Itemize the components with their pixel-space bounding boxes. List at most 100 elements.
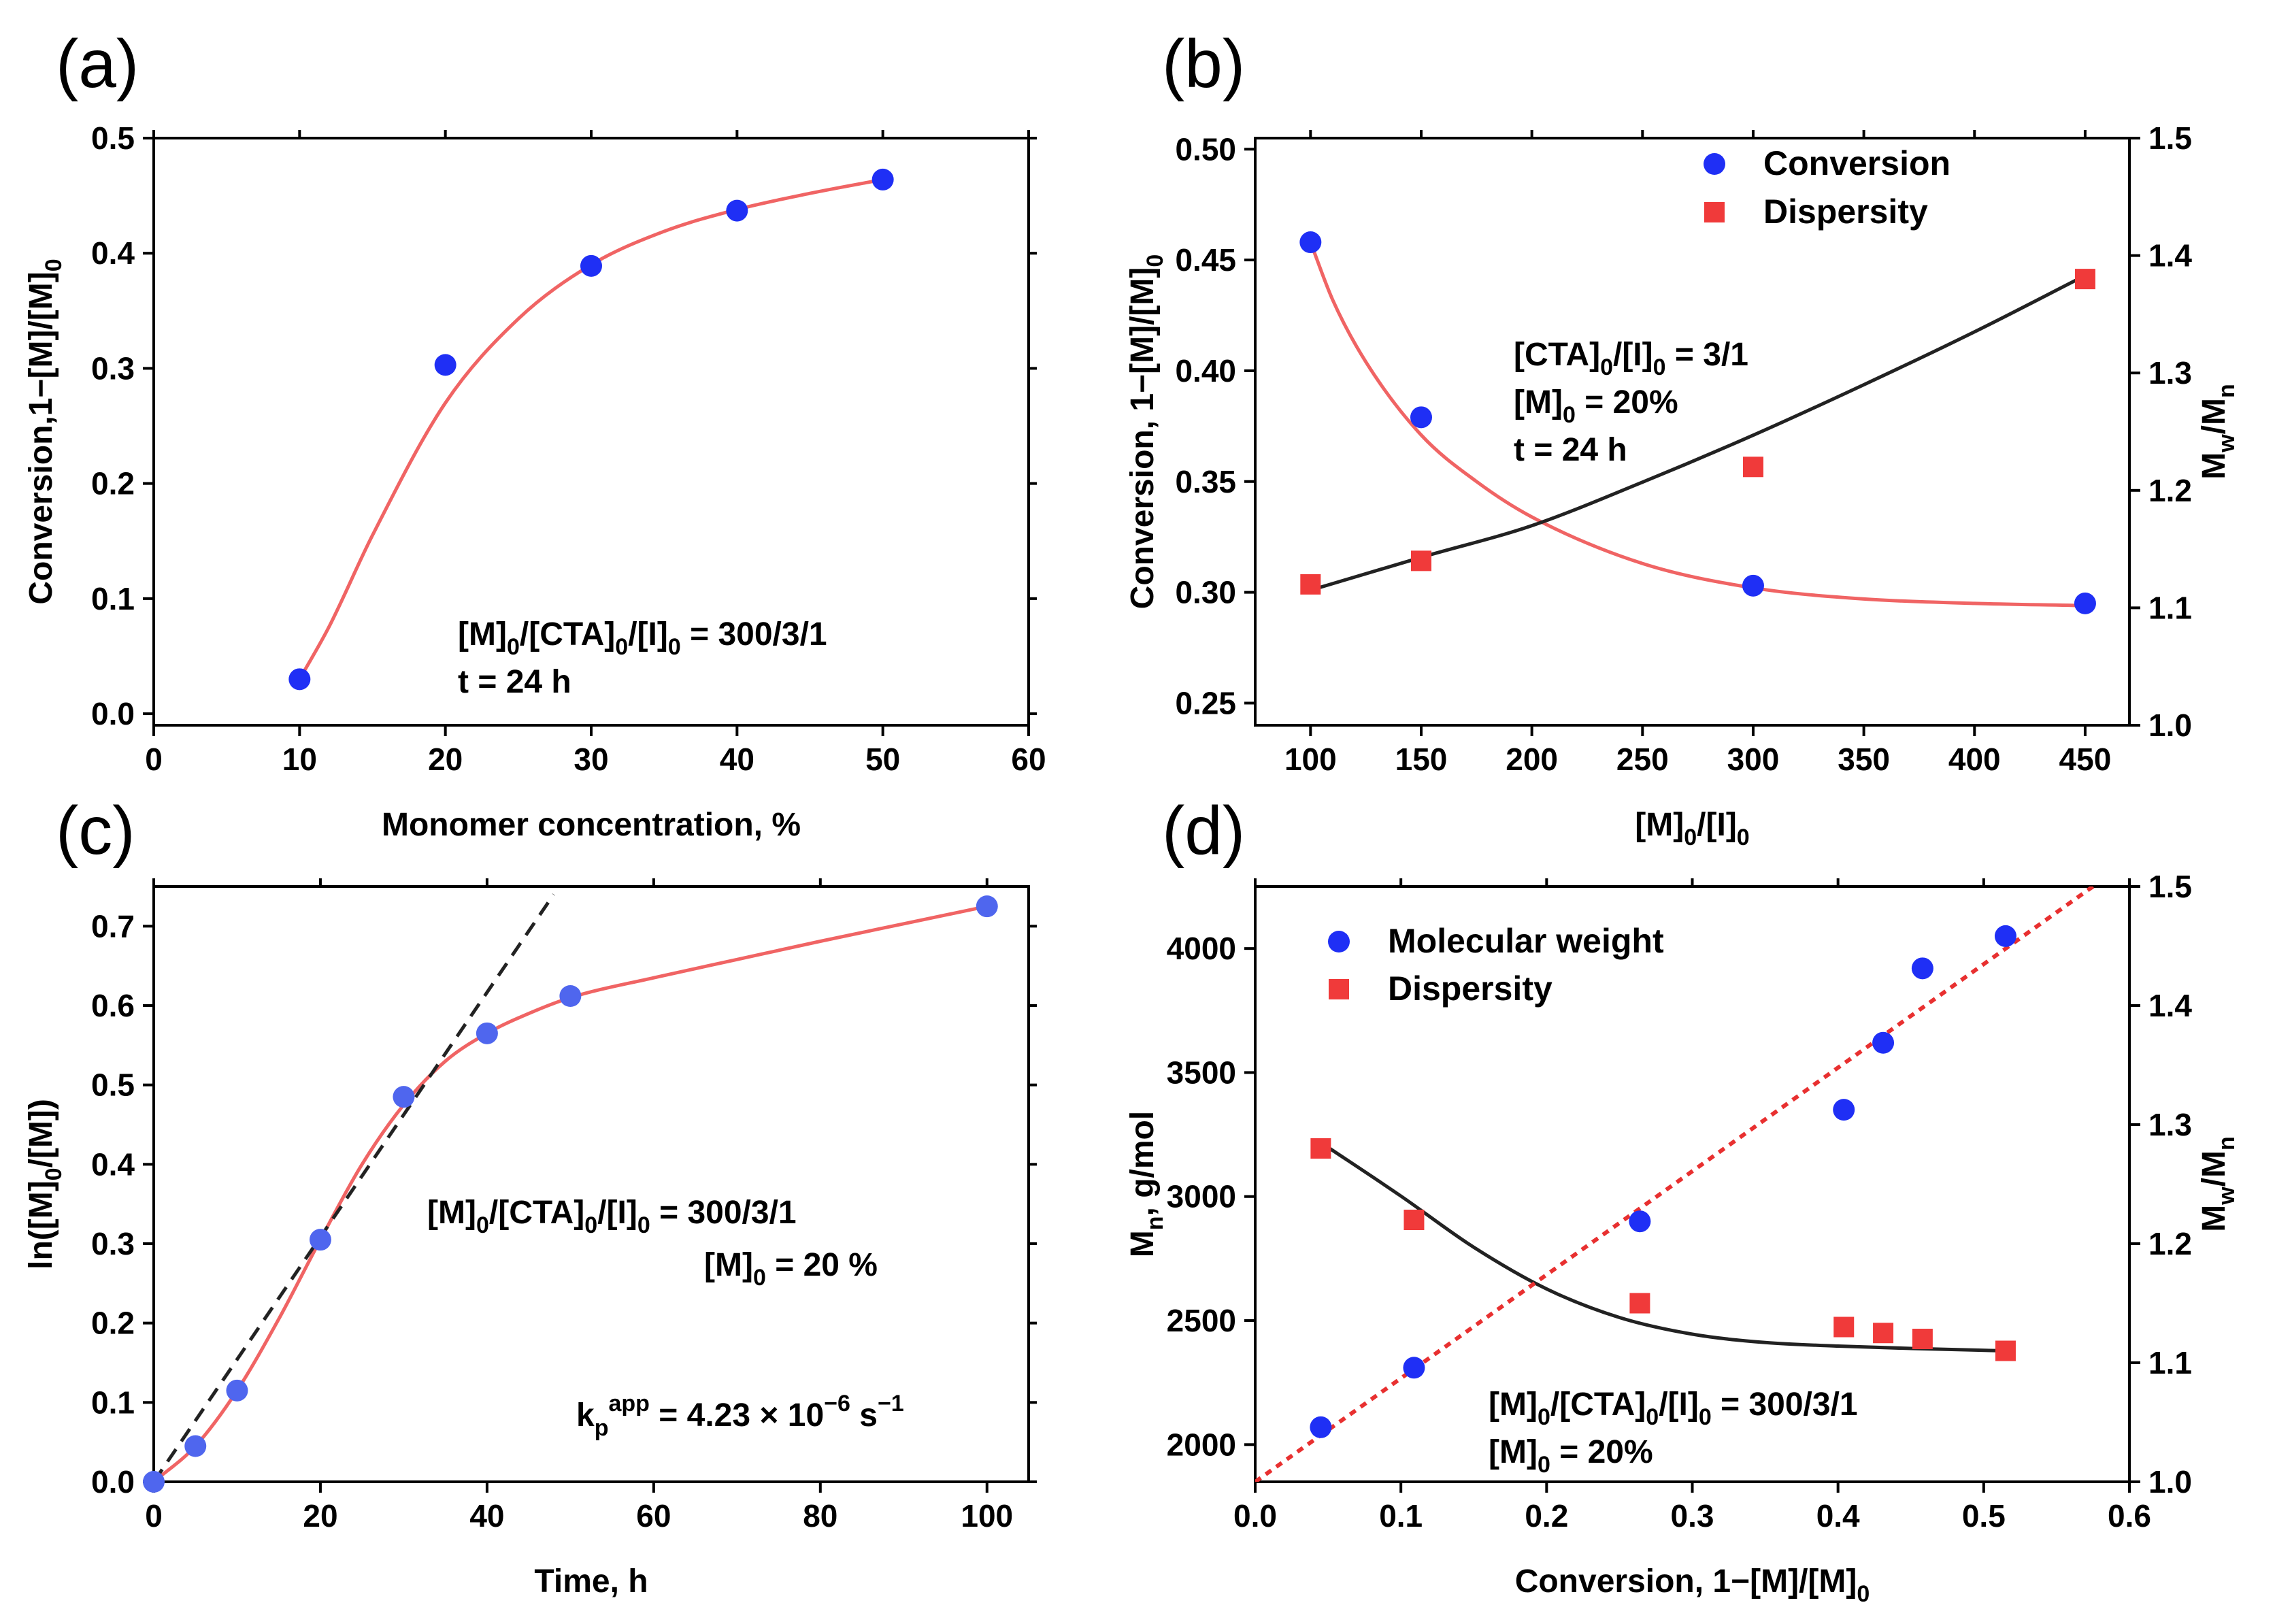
panel-d-fit-line-0 bbox=[1319, 1141, 2006, 1353]
panel-d-annotation-1: [M]0 = 20% bbox=[1489, 1434, 1653, 1478]
panel-c-annotation-0: [M]0/[CTA]0/[I]0 = 300/3/1 bbox=[427, 1195, 797, 1238]
panel-b-point-dispersity bbox=[1300, 574, 1321, 595]
panel-b-point-conversion bbox=[1742, 574, 1764, 597]
panel-a-fit-line-0 bbox=[298, 178, 884, 680]
panel-c-plot-frame bbox=[152, 885, 1030, 1483]
panel-c-y-axis-label: ln([M]0/[M]) bbox=[23, 1099, 67, 1270]
panel-b-ytick-label: 0.25 bbox=[1175, 685, 1236, 720]
panel-d-series-layer bbox=[1255, 886, 2095, 1482]
panel-b-plot-frame bbox=[1254, 137, 2131, 727]
panel-c-label: (c) bbox=[56, 793, 135, 869]
panel-b-legend-marker-1 bbox=[1704, 202, 1725, 222]
panel-a-point-conversion bbox=[434, 354, 456, 376]
panel-d-xtick-label: 0.5 bbox=[1962, 1498, 2006, 1534]
panel-b-ytick-label: 0.35 bbox=[1175, 464, 1236, 499]
panel-b-ytick-label: 0.45 bbox=[1175, 242, 1236, 278]
panel-c-ytick-label: 0.7 bbox=[91, 908, 135, 944]
panel-d-y2tick-label: 1.5 bbox=[2148, 869, 2192, 904]
panel-d-point-dispersity bbox=[1995, 1340, 2016, 1361]
panel-b-annotation-1: [M]0 = 20% bbox=[1514, 384, 1678, 428]
panel-d-legend-label-0: Molecular weight bbox=[1388, 922, 1664, 960]
panel-c-annotation-1: [M]0 = 20 % bbox=[704, 1247, 878, 1291]
panel-a-series-layer bbox=[298, 178, 884, 680]
panel-b-y2tick-label: 1.4 bbox=[2148, 238, 2192, 274]
panel-b-xtick-label: 250 bbox=[1616, 742, 1669, 777]
panel-d-point-molecular-weight bbox=[1872, 1031, 1895, 1054]
panel-d-xtick-label: 0.0 bbox=[1233, 1498, 1277, 1534]
panel-b-y2tick-label: 1.1 bbox=[2148, 590, 2192, 625]
panel-b-ytick-label: 0.40 bbox=[1175, 353, 1236, 388]
panel-c-xtick-label: 60 bbox=[636, 1498, 671, 1534]
panel-b-legend-label-1: Dispersity bbox=[1763, 193, 1928, 231]
panel-a-annotation-0: [M]0/[CTA]0/[I]0 = 300/3/1 bbox=[458, 616, 827, 660]
panel-c-xtick-label: 40 bbox=[469, 1498, 504, 1534]
panel-c-ytick-label: 0.4 bbox=[91, 1146, 135, 1182]
panel-d-point-dispersity bbox=[1912, 1329, 1933, 1349]
panel-c-ytick-label: 0.0 bbox=[91, 1464, 135, 1499]
panel-c-xtick-label: 20 bbox=[303, 1498, 337, 1534]
panel-c-point-ln-m-0-m- bbox=[559, 985, 582, 1007]
panel-d-legend-marker-1 bbox=[1329, 979, 1349, 999]
panel-a-point-conversion bbox=[288, 668, 311, 691]
panel-a-ytick-label: 0.4 bbox=[91, 235, 135, 271]
panel-a-ytick-label: 0.5 bbox=[91, 120, 135, 156]
panel-d-label: (d) bbox=[1162, 793, 1245, 869]
panel-b-point-conversion bbox=[1410, 406, 1432, 429]
panel-c-xtick-label: 0 bbox=[145, 1498, 163, 1534]
panel-a-y-axis-label-group: Conversion,1−[M]/[M]0 bbox=[23, 259, 67, 604]
panel-b-xtick-label: 350 bbox=[1838, 742, 1890, 777]
panel-c-y-axis-label-group: ln([M]0/[M]) bbox=[23, 1099, 67, 1270]
panel-b-xtick-label: 200 bbox=[1506, 742, 1558, 777]
panel-d-ytick-label: 2000 bbox=[1167, 1427, 1236, 1462]
panel-c-point-ln-m-0-m- bbox=[226, 1379, 248, 1402]
panel-b-series-layer bbox=[1308, 242, 2087, 608]
panel-c-xtick-label: 80 bbox=[803, 1498, 837, 1534]
panel-a-x-axis-label: Monomer concentration, % bbox=[382, 807, 801, 843]
panel-c-point-ln-m-0-m- bbox=[309, 1229, 331, 1251]
panel-a-y-axis-label: Conversion,1−[M]/[M]0 bbox=[23, 259, 67, 604]
panel-c-ytick-label: 0.6 bbox=[91, 988, 135, 1023]
panel-b-point-dispersity bbox=[1410, 550, 1431, 571]
panel-b-ytick-label: 0.30 bbox=[1175, 575, 1236, 610]
panel-c-xtick-label: 100 bbox=[961, 1498, 1013, 1534]
panel-b-y-axis-label-group: Conversion, 1−[M]/[M]0 bbox=[1125, 254, 1168, 610]
panel-a-label: (a) bbox=[56, 26, 139, 102]
panel-b-annotation-0: [CTA]0/[I]0 = 3/1 bbox=[1514, 337, 1748, 380]
panel-b-label: (b) bbox=[1162, 26, 1245, 102]
panel-b-xtick-label: 300 bbox=[1727, 742, 1780, 777]
panel-d-y-axis-label-group: Mn, g/mol bbox=[1125, 1111, 1168, 1257]
panel-a-xtick-label: 40 bbox=[720, 742, 754, 777]
panel-d-y2tick-label: 1.4 bbox=[2148, 988, 2192, 1023]
panel-d-point-molecular-weight bbox=[1911, 957, 1933, 980]
panel-d-ytick-label: 3000 bbox=[1167, 1179, 1236, 1214]
panel-d-y2tick-label: 1.1 bbox=[2148, 1345, 2192, 1380]
panel-b-y2-axis-label: Mw/Mn bbox=[2196, 384, 2240, 480]
panel-b-y2tick-label: 1.0 bbox=[2148, 708, 2192, 743]
panel-d-legend-label-1: Dispersity bbox=[1388, 970, 1552, 1008]
panel-b-fit-line-1 bbox=[1310, 274, 2087, 592]
panel-b-legend-marker-0 bbox=[1704, 153, 1725, 175]
panel-c-ytick-label: 0.3 bbox=[91, 1226, 135, 1261]
panel-a-point-conversion bbox=[871, 168, 894, 190]
panel-c-ytick-label: 0.5 bbox=[91, 1067, 135, 1103]
panel-d-point-molecular-weight bbox=[1310, 1416, 1332, 1438]
panel-d-ytick-label: 3500 bbox=[1167, 1055, 1236, 1090]
panel-b-legend-label-0: Conversion bbox=[1763, 144, 1950, 182]
panel-c-point-ln-m-0-m- bbox=[143, 1471, 165, 1493]
panel-c-point-ln-m-0-m- bbox=[184, 1435, 207, 1457]
panel-d-point-dispersity bbox=[1629, 1293, 1650, 1314]
panel-d-point-dispersity bbox=[1873, 1323, 1894, 1344]
panel-b-xtick-label: 100 bbox=[1284, 742, 1337, 777]
panel-d-y2-axis-label: Mw/Mn bbox=[2196, 1136, 2240, 1232]
panel-b-xtick-label: 150 bbox=[1395, 742, 1448, 777]
panel-c-fit-line-1 bbox=[154, 893, 555, 1482]
panel-d-xtick-label: 0.1 bbox=[1379, 1498, 1423, 1534]
panel-c-kinetics-vs-time: (c) 0 20 40 60 80 100 0.0 0.1 0.2 0.3 0.4 0.5 0.6 0.7… bbox=[23, 793, 1037, 1600]
panel-a-xtick-label: 20 bbox=[428, 742, 463, 777]
panel-a-xtick-label: 30 bbox=[574, 742, 608, 777]
panel-b-conversion-dispersity-vs-ratio: (b) 100 150 200 250 300 350 400 450 0.25 0.30 0.35… bbox=[1125, 26, 2240, 850]
panel-b-point-dispersity bbox=[1742, 457, 1763, 478]
panel-d-y-axis-label: Mn, g/mol bbox=[1125, 1111, 1168, 1257]
panel-b-y2-axis-label-group: Mw/Mn bbox=[2196, 384, 2240, 480]
